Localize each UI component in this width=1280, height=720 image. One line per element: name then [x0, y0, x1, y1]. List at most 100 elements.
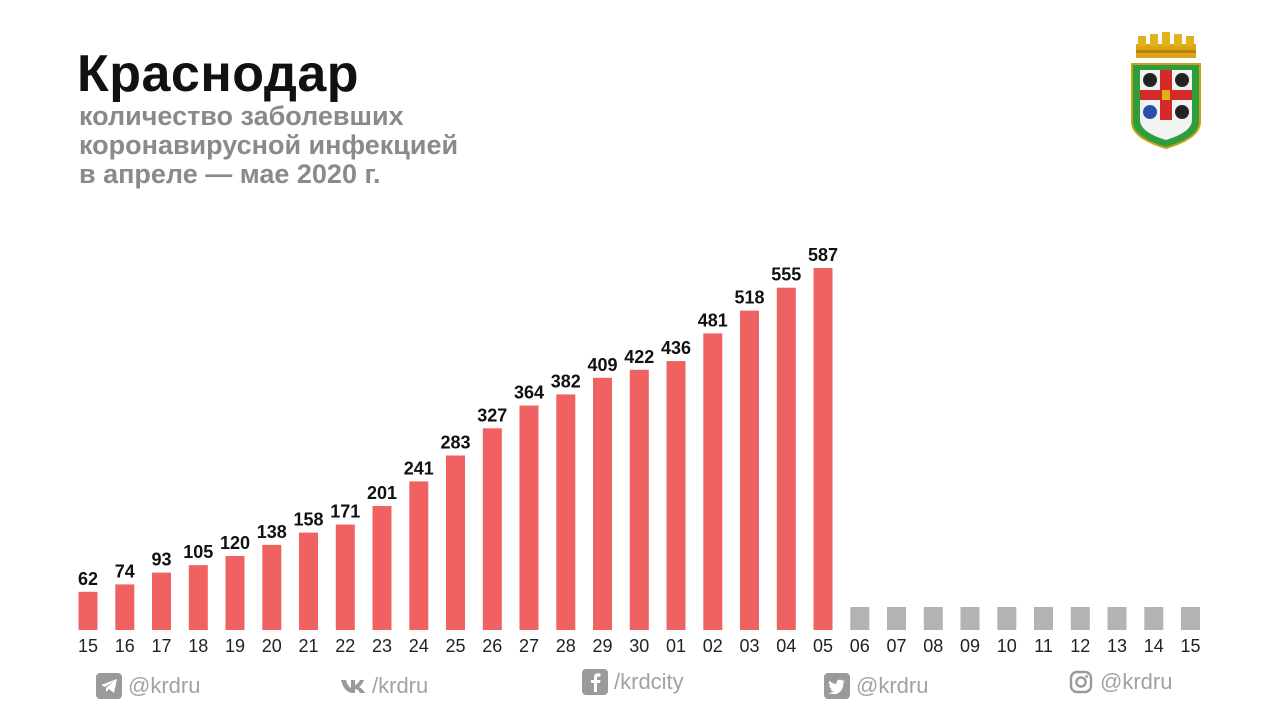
future-bar-21 [850, 607, 870, 630]
bar-19 [776, 287, 796, 630]
tick-label-16: 01 [666, 636, 686, 656]
value-label-14: 409 [587, 355, 617, 375]
social-footer: @krdru /krdru /krdcity @krdru @krdru [0, 668, 1280, 704]
tick-label-12: 27 [519, 636, 539, 656]
bar-6 [299, 532, 318, 630]
bar-16 [666, 361, 686, 630]
tick-label-1: 16 [115, 636, 135, 656]
tick-label-25: 10 [997, 636, 1017, 656]
tick-label-3: 18 [188, 636, 208, 656]
bar-18 [740, 310, 759, 630]
social-handle: @krdru [856, 673, 929, 698]
tick-label-6: 21 [298, 636, 318, 656]
social-facebook[interactable]: /krdcity [582, 664, 684, 700]
tick-label-14: 29 [592, 636, 612, 656]
social-handle: @krdru [128, 673, 201, 698]
tick-label-22: 07 [886, 636, 906, 656]
tick-label-29: 14 [1144, 636, 1164, 656]
bar-15 [629, 369, 649, 630]
social-telegram[interactable]: @krdru [96, 668, 200, 704]
bar-17 [703, 333, 723, 630]
subtitle-line-2: коронавирусной инфекцией [79, 130, 459, 160]
bar-11 [482, 428, 502, 630]
value-label-6: 158 [293, 510, 323, 530]
value-label-8: 201 [367, 483, 397, 503]
city-coat-of-arms-icon [1131, 32, 1201, 150]
value-labels-group: 62 74 93 105 120 138 158 171 201 241 283 327 364 382 4… [78, 245, 838, 589]
tick-label-11: 26 [482, 636, 502, 656]
tick-label-26: 11 [1034, 636, 1053, 656]
value-label-11: 327 [477, 405, 507, 425]
tick-label-8: 23 [372, 636, 392, 656]
tick-label-17: 02 [703, 636, 723, 656]
value-label-10: 283 [440, 433, 470, 453]
bar-0 [78, 591, 98, 630]
value-label-16: 436 [661, 338, 691, 358]
tick-label-5: 20 [262, 636, 282, 656]
tick-label-30: 15 [1180, 636, 1200, 656]
value-label-15: 422 [624, 347, 654, 367]
tick-label-2: 17 [151, 636, 171, 656]
facebook-icon [582, 669, 608, 695]
tick-label-27: 12 [1070, 636, 1090, 656]
instagram-icon [1068, 669, 1094, 695]
future-bar-28 [1107, 607, 1127, 630]
value-label-4: 120 [220, 533, 250, 553]
bar-3 [188, 565, 208, 630]
future-bar-24 [960, 607, 980, 630]
value-label-9: 241 [404, 458, 434, 478]
tick-label-4: 19 [225, 636, 245, 656]
subtitle-line-1: количество заболевших [79, 101, 404, 131]
future-bar-27 [1070, 607, 1090, 630]
bar-1 [115, 584, 135, 630]
value-label-0: 62 [78, 569, 98, 589]
twitter-icon [824, 673, 850, 699]
bar-7 [335, 524, 355, 630]
value-label-7: 171 [330, 502, 360, 522]
social-twitter[interactable]: @krdru [824, 668, 928, 704]
bar-8 [372, 506, 392, 630]
social-vk[interactable]: /krdru [340, 668, 428, 704]
future-bar-29 [1144, 607, 1164, 630]
future-bar-25 [997, 607, 1017, 630]
value-label-5: 138 [257, 522, 287, 542]
bar-20 [813, 268, 833, 630]
bar-12 [519, 405, 539, 630]
bar-13 [556, 394, 576, 630]
social-handle: /krdcity [614, 669, 684, 694]
tick-label-9: 24 [409, 636, 429, 656]
crown-icon [1136, 32, 1196, 58]
value-label-13: 382 [551, 371, 581, 391]
bar-9 [409, 481, 429, 630]
bar-14 [593, 377, 612, 630]
bar-5 [262, 544, 282, 630]
page-subtitle: количество заболевших коронавирусной инф… [79, 102, 539, 189]
tick-label-23: 08 [923, 636, 943, 656]
value-label-2: 93 [151, 550, 171, 570]
page-title: Краснодар [77, 45, 360, 103]
bar-4 [225, 556, 245, 630]
value-label-19: 555 [771, 265, 801, 285]
tick-label-13: 28 [556, 636, 576, 656]
future-bar-26 [1034, 607, 1053, 630]
social-instagram[interactable]: @krdru [1068, 664, 1172, 700]
value-label-18: 518 [734, 288, 764, 308]
tick-label-18: 03 [739, 636, 759, 656]
tick-labels-group: 15 16 17 18 19 20 21 22 23 24 25 26 27 28 29 30 01 02 03 04… [78, 636, 1201, 656]
subtitle-line-3: в апреле — мае 2020 г. [79, 159, 381, 189]
future-bar-22 [887, 607, 906, 630]
future-bar-23 [923, 607, 943, 630]
value-label-12: 364 [514, 383, 544, 403]
bars-group [78, 268, 1200, 630]
value-label-17: 481 [698, 310, 728, 330]
tick-label-7: 22 [335, 636, 355, 656]
social-handle: @krdru [1100, 669, 1173, 694]
tick-label-24: 09 [960, 636, 980, 656]
bar-10 [446, 455, 465, 630]
tick-label-20: 05 [813, 636, 833, 656]
vk-icon [340, 673, 366, 699]
tick-label-10: 25 [445, 636, 465, 656]
tick-label-19: 04 [776, 636, 796, 656]
value-label-20: 587 [808, 245, 838, 265]
